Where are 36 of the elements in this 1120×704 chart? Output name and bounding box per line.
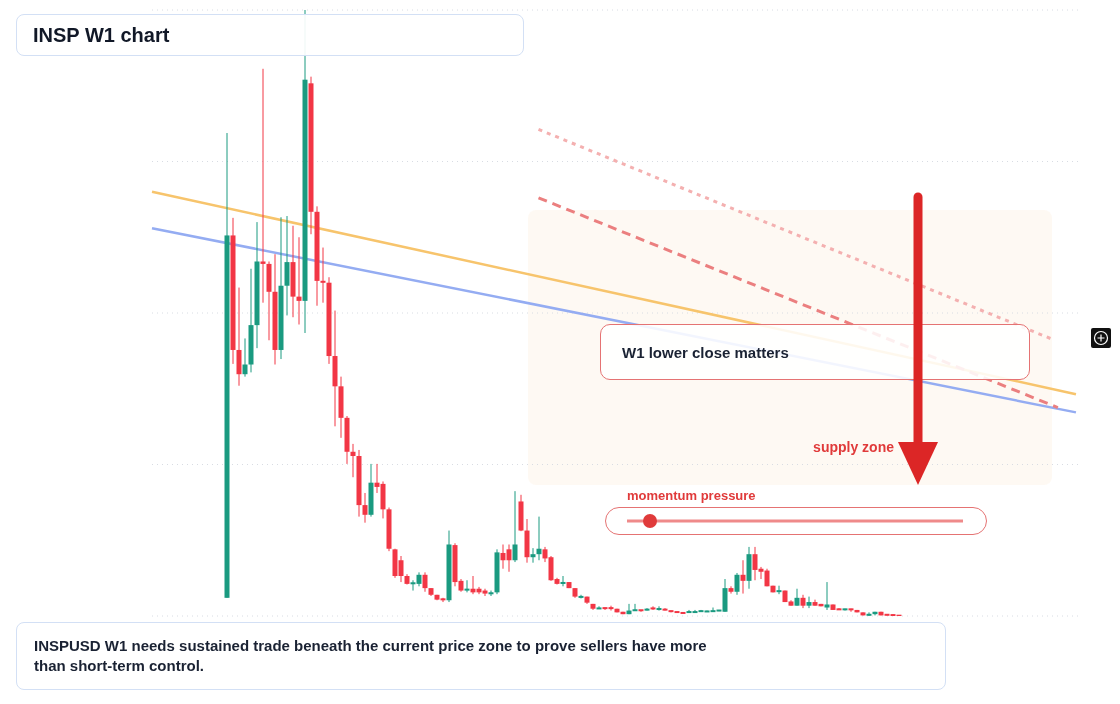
candlestick xyxy=(794,588,800,607)
candlestick xyxy=(776,585,782,595)
candlestick xyxy=(728,585,734,595)
candlestick xyxy=(488,590,494,597)
candlestick xyxy=(350,443,356,478)
candlestick xyxy=(530,547,536,564)
annotation: supply zone xyxy=(813,439,894,455)
candlestick xyxy=(638,609,644,613)
candlestick xyxy=(842,608,848,612)
text: INSPUSD W1 needs sustained trade beneath the current price zone to prove sellers have more than short-term control. xyxy=(34,636,708,676)
candlestick xyxy=(242,337,248,378)
candlestick xyxy=(260,68,266,304)
candlestick xyxy=(632,603,638,612)
candlestick xyxy=(806,596,812,609)
candlestick xyxy=(734,572,740,596)
candlestick xyxy=(536,516,542,561)
candlestick xyxy=(824,581,830,611)
candlestick xyxy=(650,605,656,611)
candlestick xyxy=(866,611,872,616)
candlestick xyxy=(284,215,290,316)
candlestick xyxy=(656,605,662,612)
candlestick xyxy=(740,559,746,595)
callout-card: W1 lower close matters xyxy=(600,324,1030,380)
candlestick xyxy=(464,579,470,593)
candlestick xyxy=(644,607,650,612)
candlestick xyxy=(362,492,368,524)
title-card: INSP W1 chart xyxy=(16,14,524,56)
candlestick xyxy=(560,575,566,587)
candlestick xyxy=(512,490,518,563)
candlestick xyxy=(422,571,428,593)
candlestick xyxy=(848,608,854,613)
candlestick xyxy=(596,605,602,610)
annotation: W1 lower close matters xyxy=(622,343,789,361)
candlestick xyxy=(296,236,302,326)
annotation: momentum pressure xyxy=(627,488,756,503)
candlestick xyxy=(320,247,326,304)
